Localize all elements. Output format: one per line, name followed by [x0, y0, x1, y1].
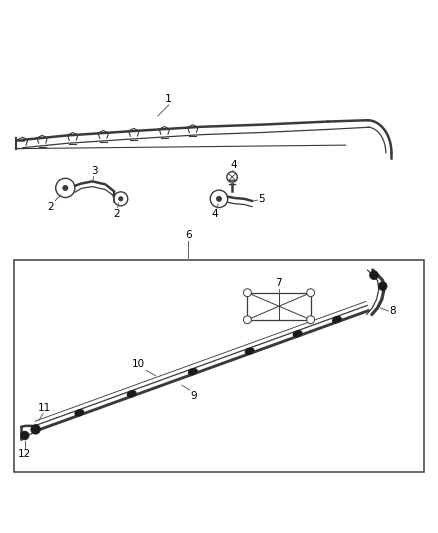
Text: 5: 5	[258, 194, 265, 204]
Bar	[14, 260, 424, 472]
Circle shape	[244, 316, 251, 324]
Text: 7: 7	[276, 278, 282, 288]
Circle shape	[63, 185, 68, 190]
Text: 9: 9	[191, 391, 197, 401]
Text: 10: 10	[132, 359, 145, 369]
Ellipse shape	[75, 410, 84, 416]
Ellipse shape	[293, 330, 302, 337]
Circle shape	[244, 289, 251, 297]
Circle shape	[370, 271, 378, 280]
Ellipse shape	[333, 317, 341, 322]
Text: 8: 8	[389, 306, 396, 316]
Text: 2: 2	[48, 202, 54, 212]
Text: 1: 1	[165, 94, 172, 103]
Circle shape	[307, 316, 314, 324]
Text: 3: 3	[91, 166, 98, 176]
Circle shape	[378, 282, 387, 290]
Circle shape	[216, 196, 222, 201]
Text: 6: 6	[185, 230, 192, 240]
Text: 12: 12	[18, 449, 32, 458]
Text: 4: 4	[230, 159, 237, 169]
Text: 11: 11	[38, 403, 51, 413]
Ellipse shape	[189, 369, 197, 375]
Ellipse shape	[127, 391, 136, 397]
Text: 2: 2	[113, 209, 120, 219]
Circle shape	[31, 425, 40, 434]
Circle shape	[20, 431, 29, 440]
Ellipse shape	[245, 348, 254, 354]
Circle shape	[119, 197, 123, 201]
Text: 4: 4	[211, 209, 218, 219]
Circle shape	[307, 289, 314, 297]
